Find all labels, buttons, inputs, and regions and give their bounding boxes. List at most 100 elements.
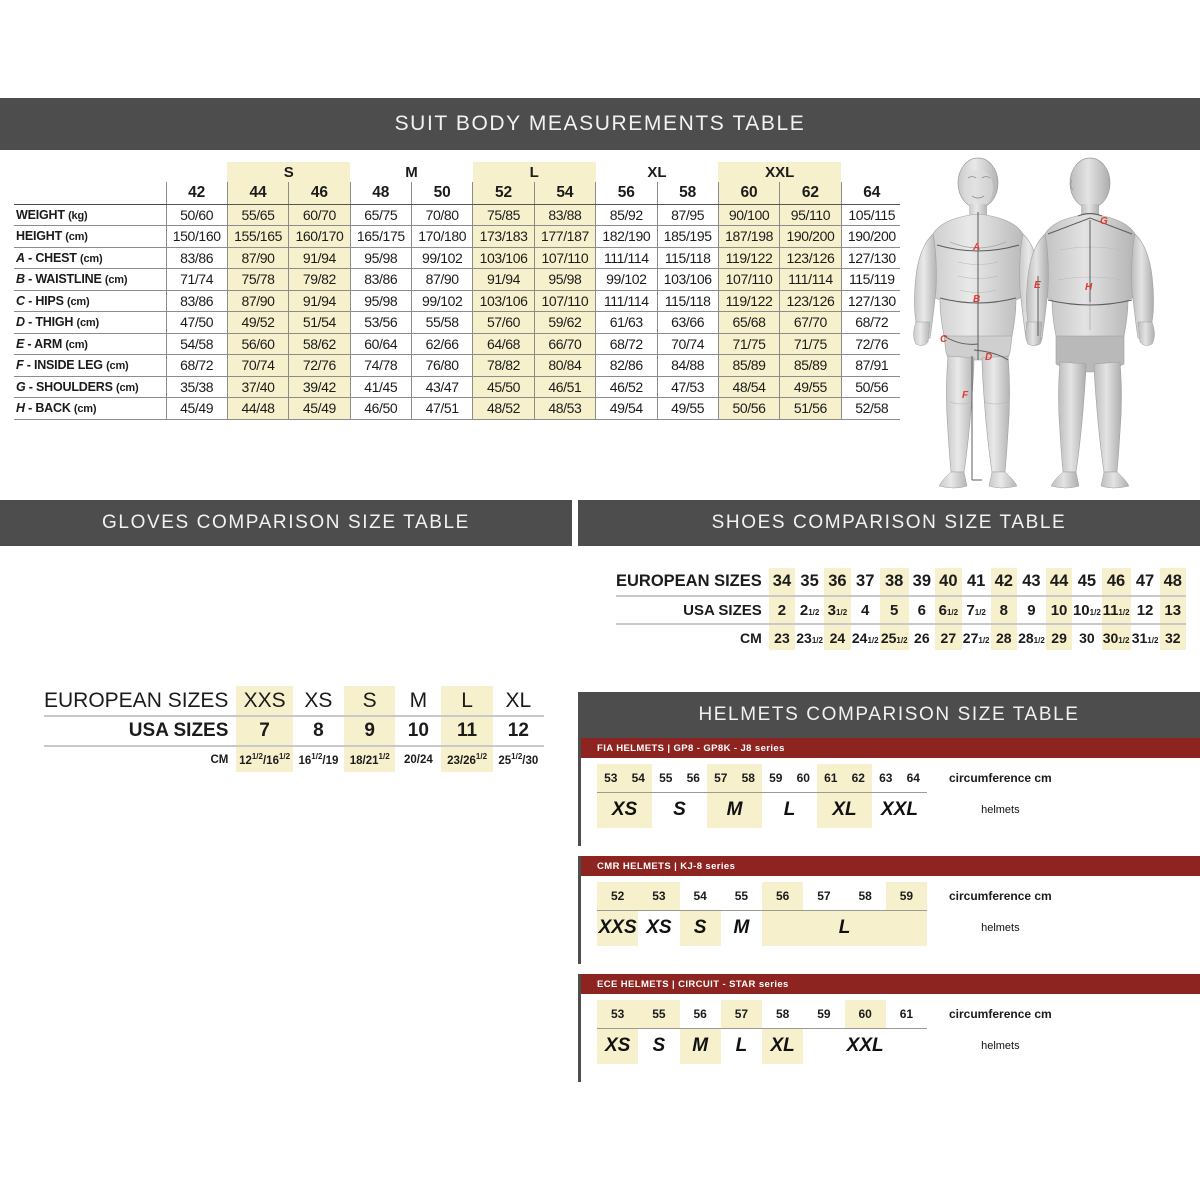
helmet-circumference-caption: circumference cm bbox=[949, 771, 1052, 785]
table-row: 53 55 56 57 58 59 60 61 circumference cm bbox=[597, 1000, 1052, 1029]
suit-cell: 63/66 bbox=[656, 311, 719, 334]
marker-e: E bbox=[1034, 280, 1041, 291]
suit-cell: 72/76 bbox=[840, 333, 902, 355]
suit-cell: 43/47 bbox=[410, 376, 473, 398]
suit-size-62[interactable]: 62 bbox=[779, 182, 842, 205]
helmet-size-cell[interactable]: XXL bbox=[846, 1035, 884, 1057]
suit-corner-cell bbox=[14, 162, 166, 182]
helmet-size-cell[interactable]: S bbox=[652, 1035, 666, 1057]
shoes-cm-cell: 24 bbox=[824, 624, 851, 650]
helmet-circumference-cell: 60 bbox=[844, 1000, 886, 1029]
shoes-cm-cell: 271/2 bbox=[962, 629, 990, 646]
shoes-european-cell: 36 bbox=[824, 568, 851, 597]
suit-size-60[interactable]: 60 bbox=[717, 182, 780, 205]
suit-cell: 66/70 bbox=[533, 333, 596, 355]
table-row: D - THIGH (cm) 47/50 49/52 51/54 53/56 55/58 5… bbox=[14, 311, 902, 334]
shoes-cm-cell: 26 bbox=[914, 629, 930, 646]
suit-cell: 47/50 bbox=[165, 311, 228, 334]
suit-cell: 182/190 bbox=[595, 225, 657, 248]
suit-cell: 127/130 bbox=[840, 247, 902, 269]
suit-cell: 91/94 bbox=[288, 247, 351, 269]
suit-cell: 87/90 bbox=[226, 247, 289, 269]
helmet-size-caption: helmets bbox=[981, 1040, 1020, 1052]
shoes-cm-cell: 241/2 bbox=[851, 629, 879, 646]
suit-size-56[interactable]: 56 bbox=[595, 182, 657, 205]
shoes-panel-title: SHOES COMPARISON SIZE TABLE bbox=[578, 500, 1200, 546]
helmet-circumference-cell: 56 bbox=[679, 1000, 721, 1029]
helmet-size-cell[interactable]: XS bbox=[646, 917, 672, 939]
helmet-size-cell[interactable]: L bbox=[783, 799, 796, 821]
helmet-group-header: FIA HELMETS | GP8 - GP8K - J8 series bbox=[581, 738, 1200, 758]
shoes-european-cell: 41 bbox=[961, 568, 991, 597]
helmet-circumference-cell: 57 bbox=[707, 764, 735, 793]
suit-cell: 173/183 bbox=[472, 225, 535, 248]
suit-cell: 91/94 bbox=[288, 290, 351, 312]
suit-size-54[interactable]: 54 bbox=[533, 182, 596, 205]
suit-size-50[interactable]: 50 bbox=[410, 182, 473, 205]
suit-cell: 85/92 bbox=[595, 204, 657, 226]
gloves-european-cell: M bbox=[395, 686, 442, 717]
suit-cell: 68/72 bbox=[165, 354, 228, 377]
helmet-size-cell[interactable]: M bbox=[733, 917, 750, 939]
shoes-european-label: EUROPEAN SIZES bbox=[616, 568, 769, 597]
helmet-circumference-cell: 58 bbox=[844, 882, 886, 911]
suit-size-48[interactable]: 48 bbox=[349, 182, 412, 205]
helmet-size-cell[interactable]: XL bbox=[817, 792, 872, 828]
suit-cell: 95/98 bbox=[533, 268, 596, 291]
helmet-size-cell[interactable]: M bbox=[707, 792, 762, 828]
suit-measurements-panel: SUIT BODY MEASUREMENTS TABLE S M L XL XXL 42 4… bbox=[0, 98, 1200, 498]
suit-cell: 50/60 bbox=[165, 204, 228, 226]
shoes-usa-cell: 10 bbox=[1045, 596, 1073, 625]
gloves-usa-cell: 8 bbox=[292, 716, 345, 747]
suit-size-64[interactable]: 64 bbox=[840, 182, 902, 205]
marker-f: F bbox=[962, 390, 969, 401]
shoes-european-cell: 46 bbox=[1101, 568, 1131, 597]
marker-c: C bbox=[940, 334, 948, 345]
suit-panel-body: S M L XL XXL 42 44 46 48 50 52 54 56 58 60 62 64 WEIGHT (… bbox=[0, 150, 1200, 498]
shoes-european-cell: 44 bbox=[1045, 568, 1073, 597]
table-row: 52 53 54 55 56 57 58 59 circumference cm bbox=[597, 882, 1052, 911]
suit-cell: 46/50 bbox=[349, 397, 412, 420]
table-row: XS S M L XL XXL helmets bbox=[597, 792, 1052, 828]
suit-size-58[interactable]: 58 bbox=[656, 182, 719, 205]
suit-size-46[interactable]: 46 bbox=[288, 182, 351, 205]
helmet-size-cell[interactable]: S bbox=[673, 799, 686, 821]
suit-cell: 123/126 bbox=[779, 290, 842, 312]
suit-cell: 51/54 bbox=[288, 311, 351, 334]
helmet-size-cell[interactable]: XXL bbox=[881, 799, 918, 821]
suit-cell: 57/60 bbox=[472, 311, 535, 334]
shoes-usa-cell: 111/2 bbox=[1101, 596, 1131, 625]
suit-cell: 103/106 bbox=[472, 290, 535, 312]
helmet-circumference-cell: 59 bbox=[885, 882, 927, 911]
helmet-circumference-cell: 55 bbox=[652, 764, 680, 793]
suit-cell: 177/187 bbox=[533, 225, 596, 248]
suit-row-label-chest: A - CHEST (cm) bbox=[14, 247, 166, 269]
helmets-panel: HELMETS COMPARISON SIZE TABLE FIA HELMET… bbox=[578, 692, 1200, 1090]
helmet-size-cell[interactable]: XS bbox=[597, 1028, 639, 1064]
suit-size-52[interactable]: 52 bbox=[472, 182, 535, 205]
suit-cell: 54/58 bbox=[165, 333, 228, 355]
helmet-circumference-cell: 53 bbox=[638, 882, 680, 911]
shoes-usa-cell: 4 bbox=[850, 596, 880, 625]
helmet-size-cell[interactable]: XL bbox=[762, 1028, 804, 1064]
suit-cell: 70/74 bbox=[656, 333, 719, 355]
suit-panel-title: SUIT BODY MEASUREMENTS TABLE bbox=[0, 98, 1200, 150]
shoes-usa-cell: 31/2 bbox=[824, 596, 851, 625]
helmet-size-cell[interactable]: S bbox=[679, 910, 721, 946]
helmet-circumference-cell: 53 bbox=[597, 764, 625, 793]
suit-cell: 119/122 bbox=[717, 290, 780, 312]
suit-cell: 79/82 bbox=[288, 268, 351, 291]
suit-cell: 49/52 bbox=[226, 311, 289, 334]
helmet-circumference-cell: 59 bbox=[803, 1000, 845, 1029]
suit-cell: 49/55 bbox=[656, 397, 719, 420]
suit-size-42[interactable]: 42 bbox=[165, 182, 228, 205]
suit-cell: 107/110 bbox=[533, 247, 596, 269]
helmet-size-cell[interactable]: M bbox=[679, 1028, 721, 1064]
helmet-size-cell[interactable]: L bbox=[735, 1035, 748, 1057]
helmet-size-cell[interactable]: XS bbox=[597, 792, 652, 828]
helmet-size-cell[interactable]: XXS bbox=[597, 910, 639, 946]
suit-size-44[interactable]: 44 bbox=[226, 182, 289, 205]
suit-cell: 95/110 bbox=[779, 204, 842, 226]
helmet-size-cell[interactable]: L bbox=[762, 910, 927, 946]
gloves-cm-cell: 251/2/30 bbox=[498, 752, 539, 767]
